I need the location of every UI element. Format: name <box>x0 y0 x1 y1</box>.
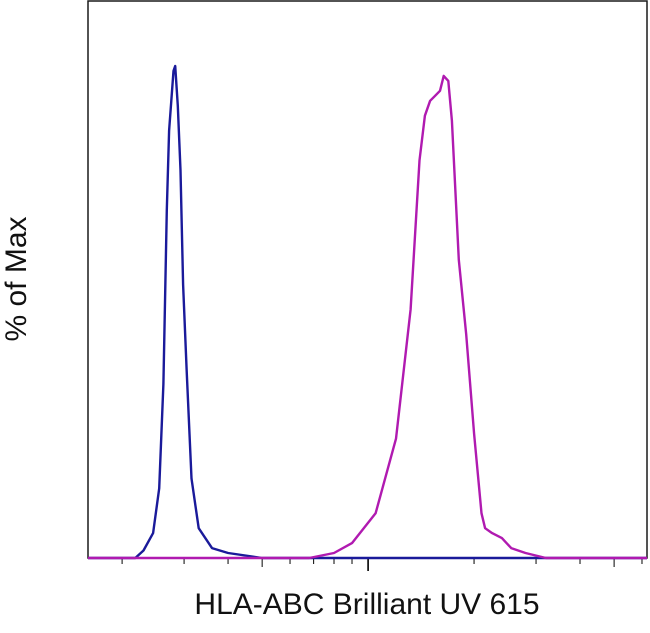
series-layer <box>88 64 647 560</box>
plot-area <box>87 0 648 559</box>
histogram-series-1 <box>88 64 647 560</box>
x-axis-ticks <box>121 558 643 571</box>
histogram-series-2 <box>88 74 647 560</box>
x-axis-title: HLA-ABC Brilliant UV 615 <box>194 588 539 621</box>
y-axis-title: % of Max <box>0 216 33 341</box>
